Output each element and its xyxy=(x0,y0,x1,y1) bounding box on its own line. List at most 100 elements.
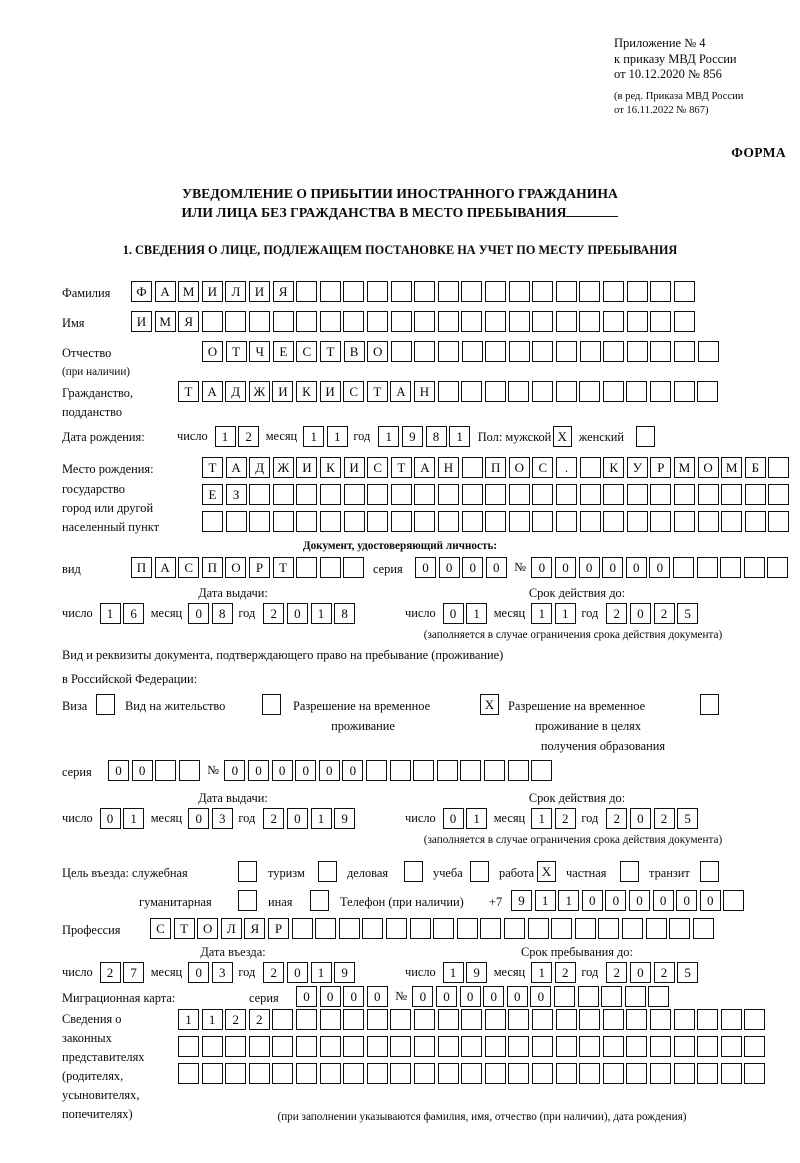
profession-cell[interactable]: Я xyxy=(244,918,266,939)
birthplace-row3-cell[interactable] xyxy=(225,511,247,532)
citizenship-cell[interactable]: И xyxy=(319,381,341,402)
patronymic-cell[interactable]: Е xyxy=(272,341,294,362)
permit-number-cell[interactable]: 0 xyxy=(271,760,293,781)
doc-kind-cell[interactable] xyxy=(319,557,341,578)
legal-rep-row1-cell[interactable]: 2 xyxy=(225,1009,247,1030)
doc-kind-cell[interactable]: Т xyxy=(272,557,294,578)
mcard-number-cell[interactable] xyxy=(601,986,623,1007)
mcard-number-cell[interactable]: 0 xyxy=(412,986,434,1007)
legal-rep-row2-cell[interactable] xyxy=(319,1036,341,1057)
birthplace-row1-cell[interactable]: А xyxy=(414,457,436,478)
birthplace-row1-cell[interactable]: С xyxy=(367,457,389,478)
profession-cell[interactable] xyxy=(433,918,455,939)
patronymic-cell[interactable]: Т xyxy=(225,341,247,362)
legal-rep-row1-cell[interactable] xyxy=(484,1009,506,1030)
legal-rep-row2-cell[interactable] xyxy=(437,1036,459,1057)
checkbox-temp-residence[interactable]: X xyxy=(480,694,499,715)
doc-number-cell[interactable]: 0 xyxy=(578,557,600,578)
legal-rep-row2-cell[interactable] xyxy=(650,1036,671,1057)
birthplace-row1-cell[interactable] xyxy=(579,457,601,478)
birthplace-row2-cell[interactable] xyxy=(579,484,601,505)
patronymic-cell[interactable] xyxy=(485,341,507,362)
patronymic-cell[interactable]: В xyxy=(343,341,365,362)
entry-year-cell[interactable]: 1 xyxy=(310,962,332,983)
patronymic-cell[interactable] xyxy=(626,341,648,362)
doc-series-cell[interactable]: 0 xyxy=(462,557,484,578)
birthplace-row3-cell[interactable] xyxy=(249,511,271,532)
profession-cell[interactable] xyxy=(692,918,714,939)
stay-year-cell[interactable]: 2 xyxy=(606,962,628,983)
legal-rep-row1-cell[interactable] xyxy=(720,1009,742,1030)
surname-cell[interactable] xyxy=(603,281,624,302)
entry-year-cell[interactable]: 9 xyxy=(334,962,356,983)
birthplace-row1-cell[interactable]: У xyxy=(626,457,648,478)
permit-series-cell[interactable]: 0 xyxy=(131,760,153,781)
name-cell[interactable] xyxy=(461,311,483,332)
legal-rep-row2-cell[interactable] xyxy=(697,1036,719,1057)
phone-cell[interactable]: 1 xyxy=(534,890,556,911)
name-cell[interactable] xyxy=(650,311,672,332)
birthplace-row2-cell[interactable]: Е xyxy=(202,484,223,505)
permit-issue-year-cell[interactable]: 2 xyxy=(263,808,285,829)
birthplace-row3-cell[interactable] xyxy=(414,511,436,532)
legal-rep-row1-cell[interactable] xyxy=(673,1009,695,1030)
birth-day-cell[interactable]: 1 xyxy=(214,426,236,447)
doc-valid-month-cell[interactable]: 1 xyxy=(554,603,576,624)
citizenship-cell[interactable] xyxy=(484,381,506,402)
name-cell[interactable] xyxy=(343,311,365,332)
name-cell[interactable]: М xyxy=(154,311,176,332)
permit-valid-year-cell[interactable]: 0 xyxy=(629,808,651,829)
doc-kind-cell[interactable]: П xyxy=(201,557,223,578)
legal-rep-row3-cell[interactable] xyxy=(744,1063,766,1084)
doc-issue-year-cell[interactable]: 2 xyxy=(263,603,285,624)
birthplace-row3-cell[interactable] xyxy=(296,511,318,532)
doc-number-cell[interactable]: 0 xyxy=(649,557,671,578)
legal-rep-row3-cell[interactable] xyxy=(178,1063,199,1084)
citizenship-cell[interactable] xyxy=(650,381,671,402)
permit-series-cell[interactable] xyxy=(155,760,177,781)
doc-number-cell[interactable]: 0 xyxy=(531,557,553,578)
surname-cell[interactable] xyxy=(485,281,506,302)
name-cell[interactable] xyxy=(603,311,624,332)
mcard-number-cell[interactable]: 0 xyxy=(459,986,481,1007)
name-cell[interactable] xyxy=(555,311,577,332)
doc-issue-day-cell[interactable]: 6 xyxy=(123,603,145,624)
legal-rep-row3-cell[interactable] xyxy=(461,1063,483,1084)
birthplace-row1-cell[interactable]: Н xyxy=(438,457,459,478)
doc-number-cell[interactable]: 0 xyxy=(602,557,624,578)
legal-rep-row1-cell[interactable] xyxy=(437,1009,459,1030)
phone-cell[interactable]: 0 xyxy=(629,890,650,911)
surname-cell[interactable]: Я xyxy=(272,281,294,302)
legal-rep-row3-cell[interactable] xyxy=(390,1063,412,1084)
birthplace-row3-cell[interactable] xyxy=(556,511,577,532)
doc-issue-year-cell[interactable]: 1 xyxy=(310,603,332,624)
surname-cell[interactable] xyxy=(579,281,601,302)
birthplace-row3-cell[interactable] xyxy=(744,511,766,532)
birthplace-row2-cell[interactable] xyxy=(390,484,412,505)
birthplace-row2-cell[interactable] xyxy=(320,484,341,505)
legal-rep-row3-cell[interactable] xyxy=(508,1063,530,1084)
birthplace-row3-cell[interactable] xyxy=(508,511,530,532)
permit-number-cell[interactable] xyxy=(531,760,553,781)
mcard-series-cell[interactable]: 0 xyxy=(343,986,365,1007)
permit-number-cell[interactable] xyxy=(460,760,482,781)
doc-number-cell[interactable] xyxy=(720,557,742,578)
legal-rep-row3-cell[interactable] xyxy=(366,1063,388,1084)
birthplace-row1-cell[interactable]: П xyxy=(485,457,507,478)
citizenship-cell[interactable]: Д xyxy=(225,381,247,402)
legal-rep-row2-cell[interactable] xyxy=(484,1036,506,1057)
citizenship-cell[interactable] xyxy=(437,381,459,402)
doc-kind-cell[interactable]: Р xyxy=(249,557,270,578)
birthplace-row1-cell[interactable]: М xyxy=(721,457,743,478)
legal-rep-row1-cell[interactable]: 2 xyxy=(248,1009,270,1030)
patronymic-cell[interactable] xyxy=(556,341,577,362)
legal-rep-row2-cell[interactable] xyxy=(366,1036,388,1057)
stay-year-cell[interactable]: 5 xyxy=(677,962,699,983)
birthplace-row3-cell[interactable] xyxy=(202,511,223,532)
checkbox-residence-permit[interactable] xyxy=(262,694,281,715)
surname-cell[interactable]: Ф xyxy=(131,281,152,302)
doc-kind-cell[interactable]: А xyxy=(154,557,176,578)
permit-valid-year-cell[interactable]: 5 xyxy=(677,808,699,829)
checkbox-visa[interactable] xyxy=(96,694,115,715)
birth-year-cell[interactable]: 8 xyxy=(425,426,447,447)
